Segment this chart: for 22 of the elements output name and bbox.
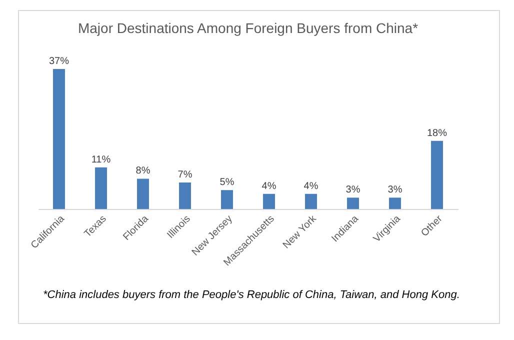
data-label: 8%	[136, 166, 150, 177]
data-label: 3%	[346, 184, 360, 196]
bar	[53, 69, 65, 209]
bar	[305, 194, 317, 209]
bar	[179, 182, 191, 209]
bar	[431, 140, 443, 209]
data-label: 7%	[178, 170, 192, 181]
data-label: 3%	[388, 184, 402, 196]
chart-title: Major Destinations Among Foreign Buyers from China*	[78, 20, 419, 36]
data-label: 5%	[220, 177, 234, 188]
bar	[263, 194, 275, 209]
text: *China includes buyers from the People's Republic of China, Taiwan, and Hong Kong.	[43, 289, 460, 301]
bar	[137, 178, 149, 209]
data-label: 4%	[262, 180, 276, 192]
data-label: 37%	[48, 56, 70, 67]
bar	[95, 167, 107, 209]
bar	[221, 190, 233, 209]
data-label: 11%	[91, 154, 111, 166]
data-label: 18%	[426, 128, 448, 139]
bar	[389, 198, 401, 209]
data-label: 4%	[304, 180, 318, 192]
bar	[347, 198, 359, 209]
